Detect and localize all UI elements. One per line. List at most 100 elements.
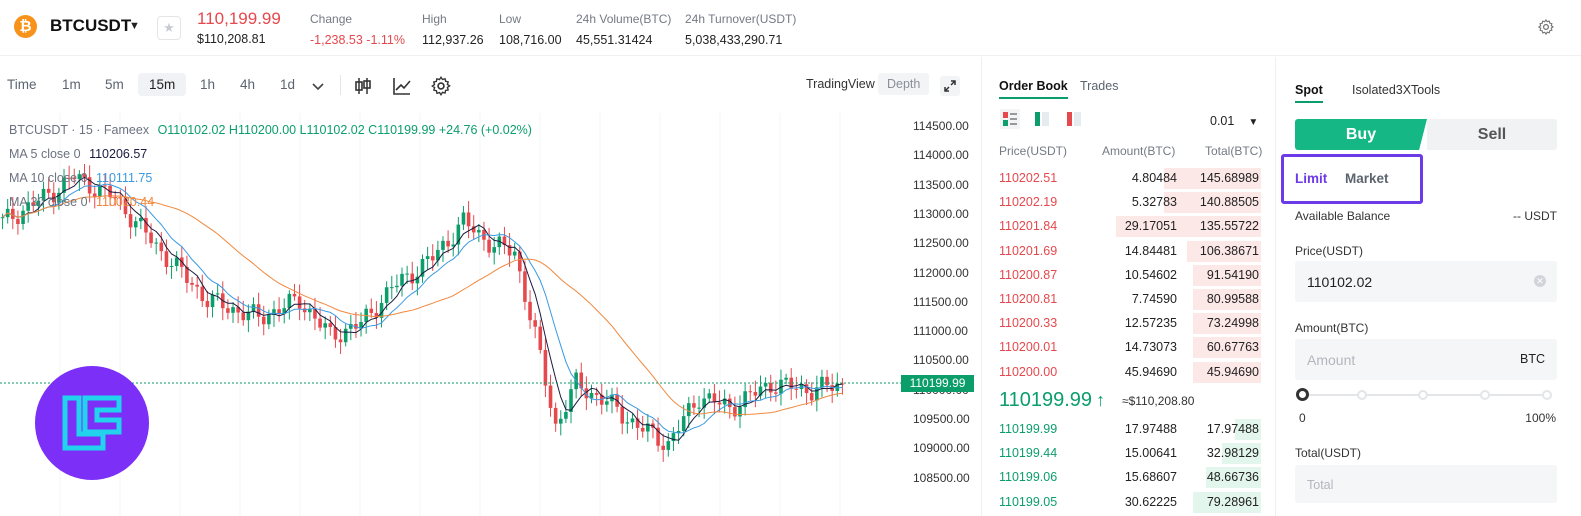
order-price: 110200.81 — [999, 292, 1058, 306]
chevron-down-icon[interactable]: ▼ — [129, 20, 140, 32]
timeframe-15m[interactable]: 15m — [138, 73, 187, 96]
amount-input[interactable]: Amount BTC — [1295, 339, 1557, 380]
timeframe-time[interactable]: Time — [7, 77, 37, 92]
candle-body — [835, 383, 840, 391]
candle-body — [825, 376, 829, 386]
candle-body — [133, 221, 138, 228]
tab-depth[interactable]: Depth — [878, 73, 930, 95]
pair-selector[interactable]: BTCUSDT — [50, 16, 132, 35]
order-price: 110200.00 — [999, 364, 1058, 379]
candle-body — [420, 259, 425, 277]
ask-row[interactable]: 110200.01 14.73073 60.67763 — [982, 336, 1277, 360]
book-mode-bids-icon[interactable] — [1032, 109, 1052, 129]
price-axis-label: 109000.00 — [913, 441, 970, 456]
candle-body — [425, 256, 430, 260]
precision-value: 0.01 — [1210, 114, 1235, 128]
bid-row[interactable]: 110199.99 17.97488 17.97488 — [982, 418, 1277, 442]
bid-row[interactable]: 110199.06 15.68607 48.66736 — [982, 466, 1277, 490]
slider-handle[interactable] — [1296, 388, 1309, 401]
order-amount: 14.84481 — [1124, 243, 1177, 258]
fullscreen-icon[interactable] — [940, 76, 960, 96]
ask-row[interactable]: 110201.84 29.17051 135.55722 — [982, 215, 1277, 239]
slider-step-50[interactable] — [1418, 390, 1428, 400]
candle-body — [815, 387, 819, 401]
tab-tools[interactable]: Tools — [1411, 83, 1441, 97]
tab-isolated[interactable]: Isolated3X — [1352, 83, 1412, 97]
candle-body — [804, 384, 809, 394]
order-price: 110201.84 — [999, 219, 1058, 234]
tab-trades[interactable]: Trades — [1080, 79, 1119, 93]
candle-body — [149, 232, 153, 244]
tab-order-book[interactable]: Order Book — [999, 79, 1068, 99]
candle-body — [123, 198, 128, 215]
candle-body — [338, 339, 343, 343]
ask-row[interactable]: 110202.19 5.32783 140.88505 — [982, 191, 1277, 215]
candle-body — [717, 402, 722, 405]
candle-body — [656, 427, 660, 446]
order-total: 32.98129 — [1206, 446, 1259, 461]
last-price: 110,199.99 — [197, 9, 281, 28]
candle-body — [267, 315, 271, 325]
chevron-down-icon[interactable] — [309, 77, 327, 95]
chart-canvas[interactable] — [0, 113, 980, 516]
timeframe-5m[interactable]: 5m — [105, 77, 124, 92]
ask-row[interactable]: 110200.81 7.74590 80.99588 — [982, 288, 1277, 312]
candle-body — [128, 214, 133, 228]
candle-body — [287, 293, 292, 309]
slider-step-75[interactable] — [1480, 390, 1490, 400]
ask-row[interactable]: 110200.33 12.57235 73.24998 — [982, 312, 1277, 336]
clear-icon[interactable]: ✕ — [1534, 275, 1546, 287]
slider-step-25[interactable] — [1357, 390, 1367, 400]
order-price: 110202.19 — [999, 195, 1058, 210]
candle-body — [594, 392, 599, 395]
candle-body — [200, 286, 205, 302]
tab-limit[interactable]: Limit — [1295, 171, 1328, 186]
candle-body — [558, 418, 563, 424]
candle-body — [430, 256, 435, 261]
candle-body — [548, 385, 553, 408]
timeframe-1h[interactable]: 1h — [200, 77, 216, 92]
tab-tradingview[interactable]: TradingView — [806, 77, 875, 91]
bid-row[interactable]: 110199.05 30.62225 79.28961 — [982, 491, 1277, 515]
timeframe-1d[interactable]: 1d — [280, 77, 296, 92]
candle-body — [144, 217, 148, 233]
price-input[interactable]: 110102.02 ✕ — [1295, 261, 1557, 302]
candle-body — [436, 249, 440, 261]
book-mode-both-icon[interactable] — [1000, 109, 1020, 129]
header-amount: Amount(BTC) — [1102, 144, 1176, 158]
ask-row[interactable]: 110200.87 10.54602 91.54190 — [982, 264, 1277, 288]
favorite-star-icon[interactable]: ★ — [157, 16, 181, 40]
tab-market[interactable]: Market — [1345, 171, 1389, 186]
chart-settings-gear-icon[interactable] — [430, 75, 452, 97]
order-price: 110200.87 — [999, 267, 1058, 282]
timeframe-4h[interactable]: 4h — [240, 77, 256, 92]
candle-body — [441, 240, 445, 250]
candlestick-chart[interactable]: BTCUSDT · 15 · Fameex O110102.02 H110200… — [0, 113, 980, 516]
precision-select[interactable]: 0.01 ▼ — [1210, 114, 1258, 128]
ask-row[interactable]: 110201.69 14.84481 106.38671 — [982, 240, 1277, 264]
candlestick-icon[interactable] — [352, 75, 374, 97]
candle-body — [584, 388, 589, 399]
candle-body — [0, 217, 5, 219]
candle-body — [727, 398, 732, 408]
indicator-chart-icon[interactable] — [391, 75, 413, 97]
order-price: 110200.01 — [999, 340, 1058, 355]
total-input[interactable]: Total — [1295, 465, 1557, 503]
candle-body — [251, 304, 256, 312]
candle-body — [215, 293, 220, 295]
ask-row[interactable]: 110202.51 4.80484 145.68989 — [982, 167, 1277, 191]
tab-spot[interactable]: Spot — [1295, 83, 1323, 103]
depth-bar — [1187, 240, 1261, 262]
candle-body — [231, 307, 235, 313]
candle-body — [57, 192, 61, 203]
book-mode-asks-icon[interactable] — [1064, 109, 1084, 129]
candle-body — [533, 320, 537, 327]
sell-button[interactable]: Sell — [1427, 119, 1557, 150]
buy-button[interactable]: Buy — [1295, 119, 1427, 150]
bid-row[interactable]: 110199.44 15.00641 32.98129 — [982, 442, 1277, 466]
stat-label: High — [422, 12, 447, 26]
settings-gear-icon[interactable] — [1537, 18, 1555, 36]
timeframe-1m[interactable]: 1m — [62, 77, 81, 92]
slider-step-100[interactable] — [1542, 390, 1552, 400]
ask-row[interactable]: 110200.00 45.94690 45.94690 — [982, 361, 1277, 385]
